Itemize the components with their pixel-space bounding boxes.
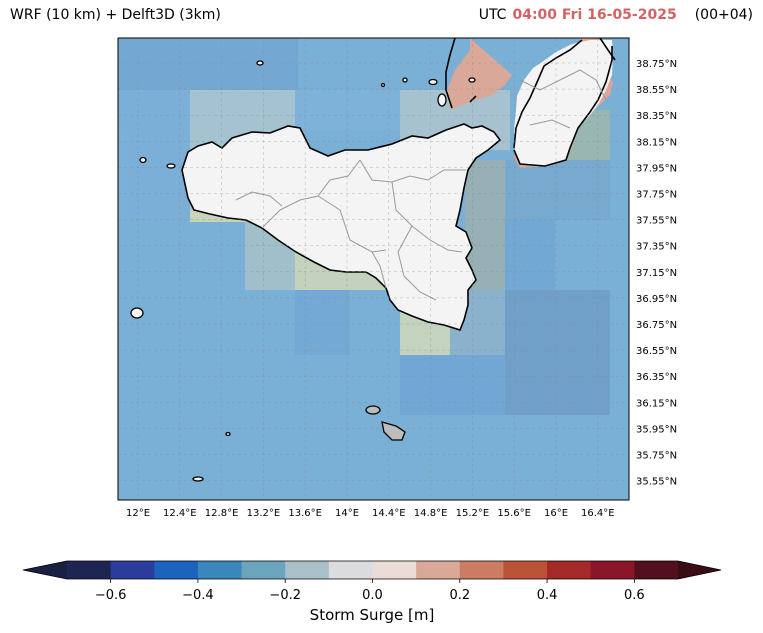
forecast-time: UTC 04:00 Fri 16-05-2025 (00+04) <box>479 7 753 23</box>
lat-label: 35.95°N <box>636 424 677 435</box>
colorbar-bin <box>416 561 461 579</box>
colorbar-tick-label: 0.4 <box>537 588 558 603</box>
colorbar-bin <box>547 561 592 579</box>
lon-label: 15.2°E <box>456 508 490 519</box>
lat-label: 37.75°N <box>636 190 677 201</box>
lon-label: 14°E <box>335 508 359 519</box>
lon-label: 16°E <box>544 508 568 519</box>
gridlines <box>118 38 629 500</box>
lead-time: (00+04) <box>694 7 753 23</box>
colorbar-bin <box>503 561 548 579</box>
lat-label: 37.35°N <box>636 242 677 253</box>
colorbar-bin <box>328 561 373 579</box>
lon-label: 15.6°E <box>497 508 531 519</box>
colorbar-bin <box>197 561 243 579</box>
lat-label: 37.55°N <box>636 216 677 227</box>
colorbar-bin <box>285 561 330 579</box>
malta <box>365 405 406 441</box>
colorbar-tick-label: 0.2 <box>449 588 470 603</box>
colorbar-tick-label: −0.2 <box>269 588 301 603</box>
colorbar-tick-label: 0.6 <box>624 588 645 603</box>
lat-label: 36.75°N <box>636 320 677 331</box>
lat-label: 36.55°N <box>636 346 677 357</box>
lon-label: 14.8°E <box>414 508 448 519</box>
calabria-land <box>514 40 613 166</box>
colorbar-bin <box>110 561 155 579</box>
colorbar-tick-label: −0.6 <box>95 588 127 603</box>
lon-label: 12°E <box>126 508 150 519</box>
calabria-coast <box>513 39 613 167</box>
storm-surge-map: 38.75°N 38.55°N 38.35°N 38.15°N 37.95°N 37.75… <box>117 37 677 519</box>
lon-label: 12.8°E <box>205 508 239 519</box>
lat-label: 37.95°N <box>636 163 677 174</box>
colorbar-label: Storm Surge [m] <box>310 606 435 624</box>
colorbar-extend-low <box>23 561 67 579</box>
colorbar-bin <box>634 561 679 579</box>
lon-label: 14.4°E <box>372 508 406 519</box>
lat-label: 37.15°N <box>636 268 677 279</box>
colorbar-tick-label: 0.0 <box>362 588 383 603</box>
lat-label: 36.35°N <box>636 372 677 383</box>
colorbar-bin <box>459 561 504 579</box>
lon-label: 13.6°E <box>288 508 322 519</box>
colorbar-bin <box>590 561 635 579</box>
map-frame <box>117 37 630 501</box>
colorbar-bin <box>372 561 417 579</box>
lon-label: 16.4°E <box>581 508 615 519</box>
colorbar-outline <box>22 560 722 580</box>
lon-label: 12.4°E <box>163 508 197 519</box>
lon-label: 13.2°E <box>247 508 281 519</box>
timestamp: 04:00 Fri 16-05-2025 <box>512 7 677 23</box>
lat-label: 36.15°N <box>636 398 677 409</box>
colorbar-extend-high <box>678 561 721 579</box>
lat-label: 38.15°N <box>636 137 677 148</box>
calabria-north-coast <box>445 38 616 109</box>
lat-label: 38.75°N <box>636 59 677 70</box>
lat-label: 35.75°N <box>636 451 677 462</box>
utc-label: UTC <box>478 7 507 23</box>
admin-boundaries <box>235 69 607 301</box>
lat-label: 35.55°N <box>636 477 677 488</box>
lat-label: 38.35°N <box>636 111 677 122</box>
islands <box>130 60 476 482</box>
sicily-land <box>181 123 502 331</box>
colorbar-bin <box>241 561 286 579</box>
colorbar-bin <box>154 561 199 579</box>
map-title: WRF (10 km) + Delft3D (3km) <box>10 7 221 23</box>
colorbar: −0.6 −0.4 −0.2 0.0 0.2 0.4 0.6 Storm Surge [m] <box>22 560 722 624</box>
lat-label: 38.55°N <box>636 85 677 96</box>
colorbar-tick-label: −0.4 <box>182 588 214 603</box>
longitude-labels: 12°E 12.4°E 12.8°E 13.2°E 13.6°E 14°E 14.4°E 14… <box>126 508 615 519</box>
colorbar-bin <box>67 561 112 579</box>
lat-label: 36.95°N <box>636 294 677 305</box>
latitude-labels: 38.75°N 38.55°N 38.35°N 38.15°N 37.95°N 37.75… <box>636 59 677 488</box>
